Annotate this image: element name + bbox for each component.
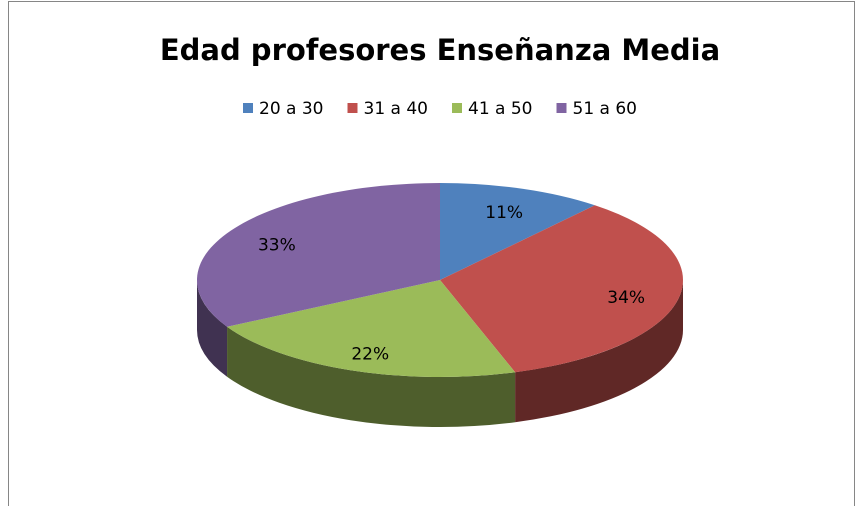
slice-side bbox=[227, 326, 516, 427]
chart-title: Edad profesores Enseñanza Media bbox=[160, 33, 720, 67]
value-label: 33% bbox=[258, 235, 296, 255]
legend-swatch bbox=[347, 103, 358, 113]
legend-text: 20 a 30 bbox=[259, 99, 324, 119]
legend: 20 a 30 31 a 40 41 a 50 51 a 60 bbox=[243, 99, 637, 119]
value-label: 11% bbox=[485, 203, 523, 223]
pie-slice bbox=[440, 205, 683, 373]
legend-text: 31 a 40 bbox=[364, 99, 429, 119]
slice-side bbox=[197, 280, 228, 377]
legend-swatch bbox=[452, 103, 462, 113]
legend-swatch bbox=[556, 103, 567, 113]
pie-sides bbox=[197, 280, 683, 427]
value-label: 34% bbox=[607, 288, 645, 308]
value-labels: 11% 34% 22% 33% bbox=[258, 203, 645, 365]
legend-text: 51 a 60 bbox=[573, 99, 638, 119]
value-label: 22% bbox=[351, 344, 389, 364]
legend-swatch bbox=[243, 103, 253, 113]
pie-tops bbox=[197, 183, 683, 377]
pie-slice bbox=[440, 183, 595, 280]
slice-side bbox=[515, 280, 683, 423]
pie-slice bbox=[227, 280, 516, 377]
pie-slice bbox=[197, 183, 440, 327]
legend-text: 41 a 50 bbox=[468, 99, 533, 119]
